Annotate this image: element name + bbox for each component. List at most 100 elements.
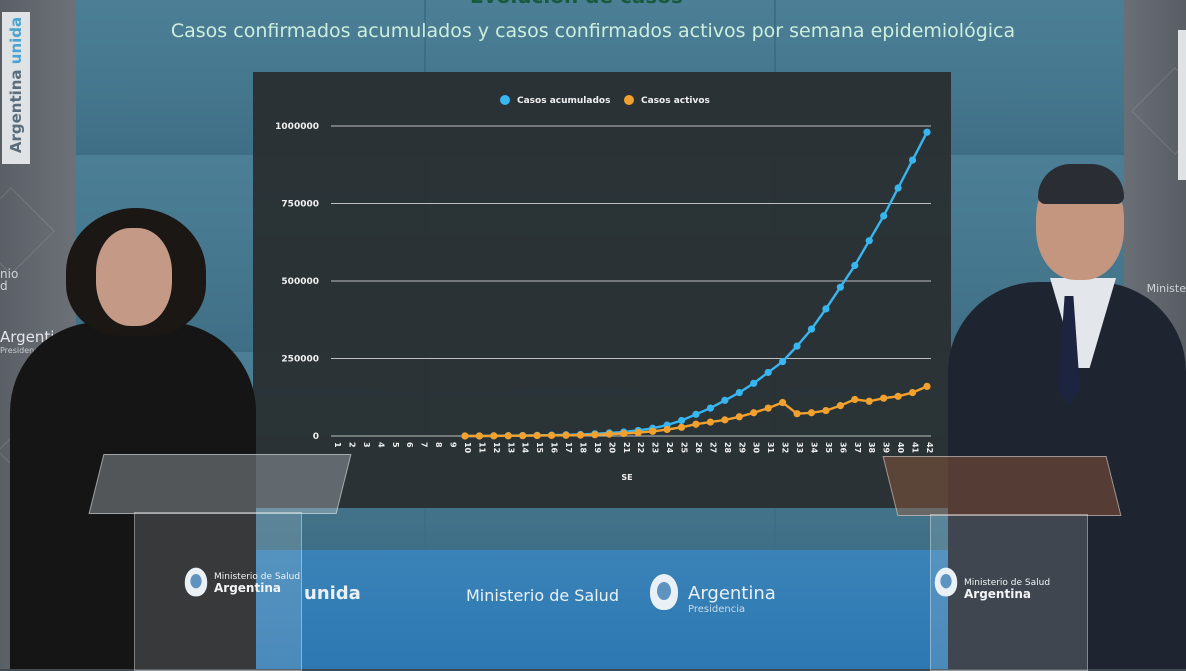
series-activos-point — [605, 430, 613, 438]
y-tick-label: 750000 — [281, 200, 319, 210]
series-activos-point — [591, 431, 599, 439]
argentina-crest-icon — [650, 574, 678, 610]
x-tick-label: 26 — [694, 442, 703, 454]
series-activos-point — [649, 427, 657, 435]
podium-line1: Ministerio de Salud — [964, 578, 1051, 588]
x-tick-label: 28 — [723, 442, 732, 454]
series-acumulados-point — [721, 396, 729, 404]
y-tick-label: 0 — [313, 432, 319, 442]
series-acumulados-point — [865, 237, 873, 245]
unida-label: unida — [304, 583, 361, 604]
x-tick-label: 5 — [391, 442, 400, 448]
chart-heading-partial: Evolución de casos — [470, 0, 683, 8]
series-activos-point — [620, 429, 628, 438]
left-wall-text: nio d — [0, 267, 19, 293]
series-activos-point — [461, 432, 469, 440]
x-tick-label: 11 — [477, 442, 486, 454]
series-acumulados-point — [923, 128, 931, 136]
speaker-man-hair — [1038, 164, 1124, 204]
x-tick-label: 18 — [578, 442, 587, 454]
x-tick-label: 16 — [550, 442, 559, 454]
series-activos-point — [880, 394, 888, 402]
x-tick-label: 42 — [925, 442, 934, 453]
x-tick-label: 23 — [651, 442, 660, 453]
x-tick-label: 34 — [809, 442, 818, 454]
series-activos-point — [764, 404, 772, 412]
argentina-unida-banner: Argentina unida — [2, 12, 30, 164]
x-tick-label: 30 — [752, 442, 761, 454]
x-tick-label: 35 — [824, 442, 833, 454]
podium-crest-icon — [184, 567, 208, 597]
podium-line2: Argentina — [214, 581, 281, 595]
series-acumulados-point — [692, 410, 700, 418]
presidencia-label: Presidencia — [688, 604, 746, 615]
x-tick-label: 6 — [405, 442, 414, 448]
left-podium-label: Ministerio de Salud Argentina — [214, 572, 300, 596]
series-activos-point — [706, 418, 715, 426]
x-axis-label: SE — [621, 473, 632, 482]
x-tick-label: 21 — [622, 442, 631, 454]
series-acumulados-point — [908, 156, 917, 164]
x-tick-label: 1 — [333, 442, 342, 448]
y-tick-label: 1000000 — [275, 122, 319, 132]
series-activos-point — [634, 428, 642, 437]
series-acumulados-point — [851, 261, 859, 270]
series-activos-point — [822, 406, 830, 415]
series-activos-point — [475, 432, 483, 440]
x-tick-label: 14 — [521, 442, 530, 454]
series-activos-point — [807, 409, 816, 417]
x-tick-label: 36 — [838, 442, 847, 454]
series-acumulados-line — [465, 131, 929, 438]
x-tick-label: 32 — [781, 442, 790, 453]
series-activos-point — [923, 382, 931, 390]
series-acumulados-point — [894, 184, 902, 192]
chart-title: Casos confirmados acumulados y casos con… — [170, 20, 1016, 42]
series-acumulados-point — [677, 416, 686, 425]
x-tick-label: 17 — [564, 442, 573, 453]
series-activos-point — [721, 416, 729, 424]
x-tick-label: 27 — [708, 442, 717, 453]
x-tick-label: 9 — [449, 442, 458, 448]
y-tick-label: 500000 — [281, 277, 319, 287]
podium-line2: Argentina — [964, 587, 1031, 601]
left-wall-presidencia: Presidencia — [0, 346, 46, 355]
right-podium-label: Ministerio de Salud Argentina — [964, 578, 1050, 602]
series-activos-point — [779, 398, 787, 407]
right-banner — [1178, 30, 1186, 180]
banner-main-text: Argentina — [7, 64, 25, 154]
podium-line1: Ministerio de Salud — [214, 572, 301, 582]
x-tick-label: 22 — [636, 442, 645, 453]
series-activos-point — [793, 410, 801, 418]
x-tick-label: 25 — [680, 442, 689, 454]
series-acumulados-point — [779, 358, 787, 366]
series-activos-point — [908, 389, 917, 397]
series-acumulados-point — [822, 305, 830, 313]
x-tick-label: 19 — [593, 442, 602, 454]
x-tick-label: 10 — [463, 442, 472, 454]
wall-pattern — [0, 187, 55, 275]
series-activos-point — [851, 395, 859, 404]
x-tick-label: 2 — [347, 442, 356, 448]
series-acumulados-point — [706, 404, 715, 412]
series-acumulados-point — [735, 389, 743, 397]
legend-marker-activos — [624, 95, 634, 105]
series-activos-point — [663, 425, 671, 434]
series-activos-point — [735, 413, 743, 421]
chart-area: 0 250000 500000 750000 1000000 1 2 3 4 5 6 7 8 9 10 11 1… — [253, 72, 951, 508]
series-activos-point — [677, 423, 686, 431]
x-tick-label: 33 — [795, 442, 804, 453]
x-tick-label: 3 — [362, 442, 371, 448]
x-tick-label: 40 — [896, 442, 905, 454]
x-tick-label: 20 — [607, 442, 616, 454]
series-activos-point — [750, 409, 758, 417]
x-tick-label: 7 — [420, 442, 429, 448]
series-activos-point — [547, 431, 556, 440]
x-tick-label: 31 — [766, 442, 775, 454]
x-tick-label: 24 — [665, 442, 674, 454]
left-lectern-top — [88, 454, 352, 514]
x-tick-label: 41 — [911, 442, 920, 454]
x-tick-label: 29 — [737, 442, 746, 454]
series-activos-point — [519, 432, 527, 440]
x-tick-label: 39 — [882, 442, 891, 454]
